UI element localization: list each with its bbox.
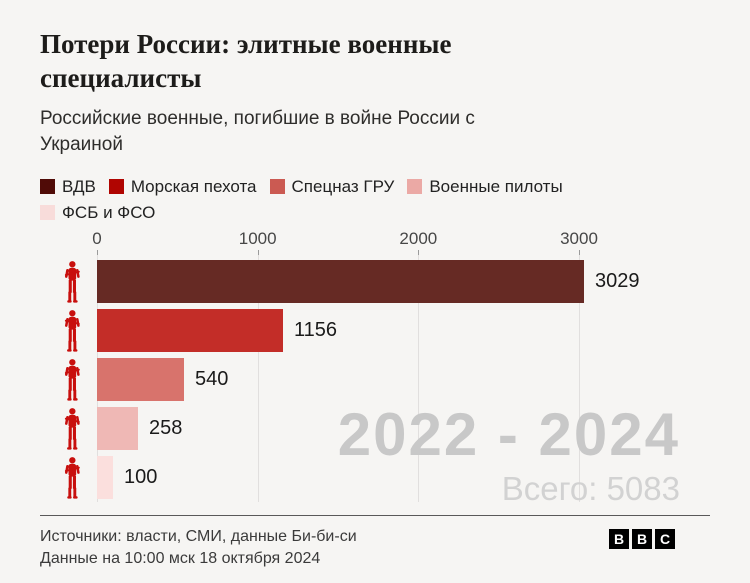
axis-tick-label: 3000 [560, 229, 598, 248]
legend-swatch [108, 179, 124, 194]
soldier-icon [52, 407, 92, 450]
chart-subtitle-line-1: Российские военные, погибшие в войне Рос… [40, 108, 475, 129]
legend-label: Спецназ ГРУ [291, 177, 395, 196]
legend-label: Военные пилоты [429, 177, 563, 196]
legend-label: ВДВ [62, 177, 96, 196]
axis-tick-label: 1000 [238, 229, 277, 248]
grid-line [579, 253, 580, 502]
bbc-logo-letter: C [655, 529, 675, 549]
legend-item: ВДВ [40, 176, 96, 197]
watermark-period: 2022 - 2024 [337, 401, 680, 468]
bar-ФСБ и ФСО [97, 456, 113, 499]
bar-value-label: 1156 [294, 319, 338, 341]
bar-value-label: 258 [149, 417, 183, 439]
bar-value-label: 3029 [595, 270, 640, 292]
soldier-icon [52, 309, 92, 352]
bar-value-label: 100 [124, 466, 158, 488]
axis-tick [418, 250, 420, 255]
source-note: Источники: власти, СМИ, данные Би-би-си [40, 528, 357, 545]
legend-swatch [407, 179, 423, 194]
total-label: Всего: 5083 [501, 470, 680, 507]
bar-Военные пилоты [97, 407, 138, 450]
soldier-icon [52, 456, 92, 499]
soldier-icon [52, 260, 92, 303]
footer-divider [40, 515, 710, 516]
grid-line [257, 253, 259, 502]
page-title: Потери России: элитные военные специалис… [40, 27, 451, 95]
chart-legend: ВДВ Морская пехота Спецназ ГРУ Военные пило… [40, 176, 640, 223]
legend-swatch [40, 205, 55, 220]
axis-tick [579, 250, 580, 255]
data-date-note: Данные на 10:00 мск 18 октября 2024 [40, 550, 321, 567]
bbc-logo-letter: B [632, 529, 652, 549]
page-title-line-2: специалисты [40, 63, 202, 93]
bar-value-label: 540 [195, 368, 229, 390]
soldier-icon [52, 358, 92, 401]
chart-subtitle-line-2: Украиной [40, 134, 123, 155]
bbc-logo: B B C [609, 529, 675, 549]
legend-item: ФСБ и ФСО [40, 202, 155, 223]
grid-line [418, 253, 420, 502]
chart-subtitle: Российские военные, погибшие в войне Рос… [40, 106, 475, 158]
legend-label: Морская пехота [130, 177, 257, 196]
legend-item: Военные пилоты [407, 176, 563, 197]
footer-notes: Источники: власти, СМИ, данные Би-би-си … [40, 526, 357, 570]
legend-swatch [40, 179, 55, 194]
axis-tick-label: 0 [92, 229, 102, 248]
bar-Спецназ ГРУ [97, 358, 184, 401]
legend-item: Спецназ ГРУ [269, 176, 395, 197]
bar-ВДВ [97, 260, 584, 303]
axis-tick [97, 250, 98, 255]
axis-tick-label: 2000 [399, 229, 438, 248]
legend-item: Морская пехота [108, 176, 257, 197]
legend-label: ФСБ и ФСО [62, 203, 156, 222]
bar-Морская пехота [97, 309, 283, 352]
legend-swatch [269, 179, 285, 194]
page-title-line-1: Потери России: элитные военные [40, 29, 452, 59]
axis-tick [257, 250, 259, 255]
bbc-logo-letter: B [609, 529, 629, 549]
